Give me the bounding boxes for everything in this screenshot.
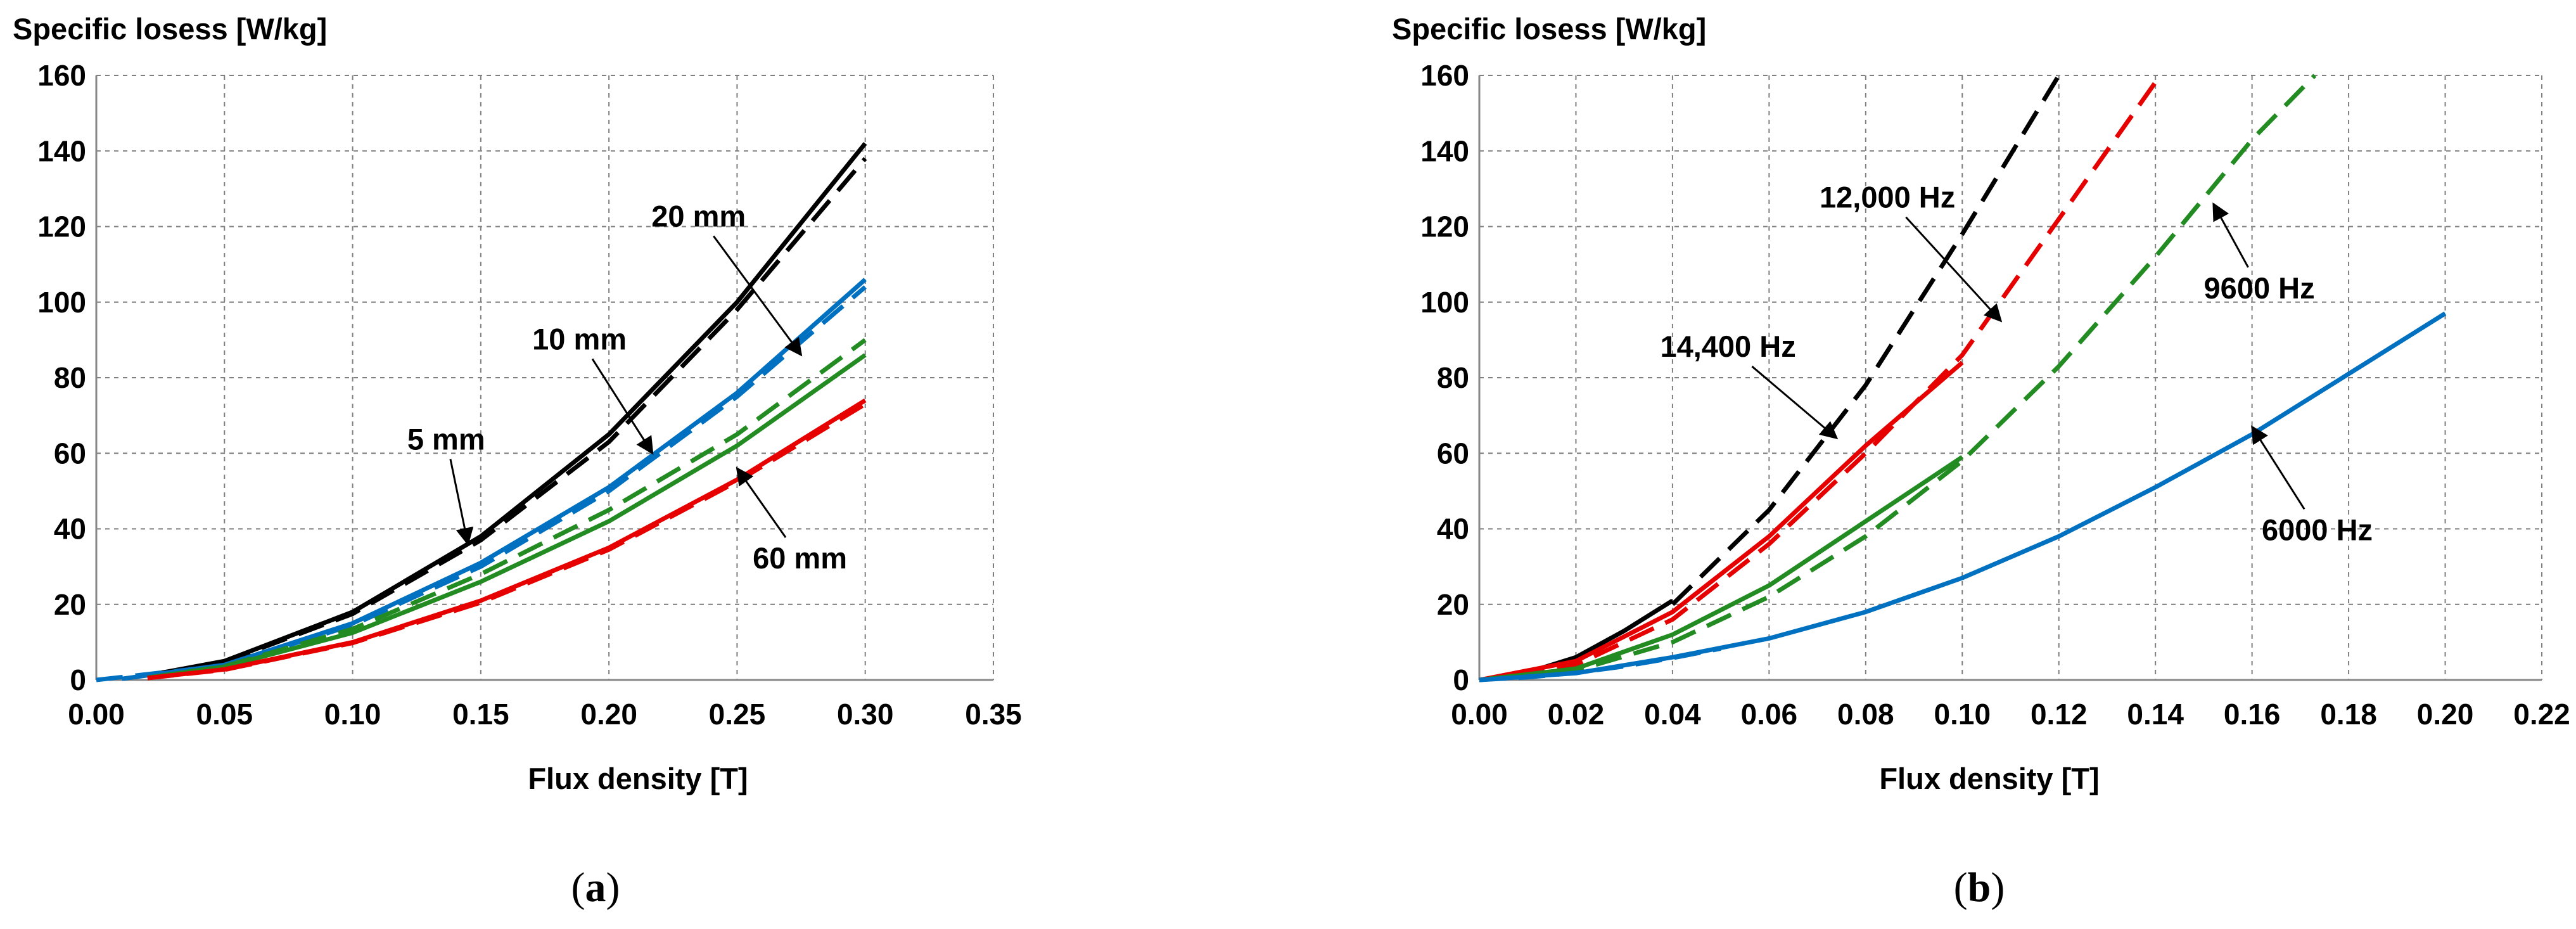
chart-b-annotation-arrow xyxy=(2251,425,2305,510)
chart-a-panel-label: (a) xyxy=(571,864,620,911)
chart-b-y-tick-label: 100 xyxy=(1420,286,1469,319)
chart-a-x-axis-title: Flux density [T] xyxy=(528,762,748,795)
chart-b-annotation-arrow xyxy=(1905,216,2003,323)
chart-a-y-tick-label: 120 xyxy=(37,210,86,243)
chart-a-panel-label-close: ) xyxy=(606,864,620,911)
chart-b-y-tick-label: 120 xyxy=(1420,210,1469,243)
chart-a-annotation-arrow xyxy=(736,466,787,538)
chart-b-x-tick-label: 0.10 xyxy=(1934,698,1991,731)
chart-a-series-line xyxy=(147,142,867,678)
chart-b-x-tick-label: 0.08 xyxy=(1837,698,1894,731)
chart-b-x-tick-label: 0.06 xyxy=(1741,698,1798,731)
chart-a-panel-label-open: ( xyxy=(571,864,585,911)
chart-a-x-tick-label: 0.10 xyxy=(324,698,381,731)
chart-a-series-line xyxy=(122,278,867,681)
chart-b-y-tick-label: 20 xyxy=(1437,588,1469,621)
chart-a-panel-label-letter: a xyxy=(585,864,606,911)
chart-b-series-line xyxy=(1479,74,2162,682)
chart-b-x-tick-label: 0.12 xyxy=(2031,698,2088,731)
chart-b-annotation-arrow xyxy=(2212,202,2249,268)
chart-b-x-tick-label: 0.18 xyxy=(2320,698,2377,731)
chart-a-y-tick-label: 0 xyxy=(70,663,86,696)
chart-a-x-tick-label: 0.35 xyxy=(965,698,1022,731)
chart-a-y-tick-label: 20 xyxy=(54,588,86,621)
chart-b-annotation: 6000 Hz xyxy=(2262,513,2373,546)
chart-b-x-tick-label: 0.14 xyxy=(2127,698,2184,731)
chart-a-annotation: 20 mm xyxy=(651,200,746,233)
chart-b-x-tick-label: 0.20 xyxy=(2417,698,2474,731)
chart-a-annotation-arrow xyxy=(591,358,654,455)
chart-b-x-tick-label: 0.00 xyxy=(1451,698,1508,731)
chart-a-y-tick-label: 60 xyxy=(54,437,86,470)
chart-b-x-axis-title: Flux density [T] xyxy=(1879,762,2099,795)
chart-a-annotation: 60 mm xyxy=(753,541,847,575)
chart-a-x-tick-label: 0.15 xyxy=(452,698,509,731)
chart-a-series-line xyxy=(147,157,867,678)
chart-a-annotation: 10 mm xyxy=(532,322,627,356)
chart-a-y-axis-title: Specific losess [W/kg] xyxy=(13,12,327,46)
chart-a-annotation-arrow xyxy=(449,458,474,546)
chart-a-annotation: 5 mm xyxy=(407,422,485,456)
chart-b-annotation: 9600 Hz xyxy=(2204,271,2315,305)
chart-a-x-tick-label: 0.05 xyxy=(196,698,253,731)
chart-a-annotation-arrow xyxy=(713,235,803,357)
chart-b-y-tick-label: 40 xyxy=(1437,513,1469,546)
chart-a-y-tick-label: 160 xyxy=(37,59,86,92)
chart-b-x-tick-label: 0.16 xyxy=(2224,698,2281,731)
chart-b-series-line xyxy=(1671,74,2061,606)
chart-b-y-axis-title: Specific losess [W/kg] xyxy=(1392,12,1706,46)
chart-a-x-tick-label: 0.20 xyxy=(580,698,637,731)
chart-a-series-line xyxy=(147,353,867,680)
chart-b-series-line xyxy=(1479,361,1964,682)
chart-b-y-tick-label: 160 xyxy=(1420,59,1469,92)
chart-b-annotation-arrow xyxy=(1751,366,1839,440)
chart-b-panel-label-close: ) xyxy=(1991,864,2005,911)
chart-a-series-line xyxy=(147,398,867,681)
chart-b-annotation: 12,000 Hz xyxy=(1820,181,1955,214)
chart-a-x-tick-label: 0.30 xyxy=(837,698,894,731)
chart-b-series-line xyxy=(1479,74,2317,682)
chart-a-y-tick-label: 140 xyxy=(37,134,86,167)
chart-b-x-tick-label: 0.02 xyxy=(1548,698,1605,731)
chart-b-panel-label-open: ( xyxy=(1954,864,1968,911)
chart-b-x-tick-label: 0.04 xyxy=(1644,698,1701,731)
chart-b-annotation: 14,400 Hz xyxy=(1660,330,1795,363)
chart-b-y-tick-label: 60 xyxy=(1437,437,1469,470)
chart-b-y-tick-label: 140 xyxy=(1420,134,1469,167)
chart-a-y-tick-label: 80 xyxy=(54,361,86,394)
chart-a-y-tick-label: 100 xyxy=(37,286,86,319)
chart-b-y-tick-label: 80 xyxy=(1437,361,1469,394)
chart-a-series-line xyxy=(147,338,867,680)
chart-b-panel-label-letter: b xyxy=(1968,864,1991,911)
chart-a-x-tick-label: 0.25 xyxy=(709,698,766,731)
chart-b-y-tick-label: 0 xyxy=(1453,663,1469,696)
chart-b-series-line xyxy=(1479,646,1721,682)
chart-a-y-tick-label: 40 xyxy=(54,513,86,546)
chart-b-x-tick-label: 0.22 xyxy=(2513,698,2570,731)
chart-a-x-tick-label: 0.00 xyxy=(68,698,125,731)
chart-b-panel-label: (b) xyxy=(1954,864,2005,911)
